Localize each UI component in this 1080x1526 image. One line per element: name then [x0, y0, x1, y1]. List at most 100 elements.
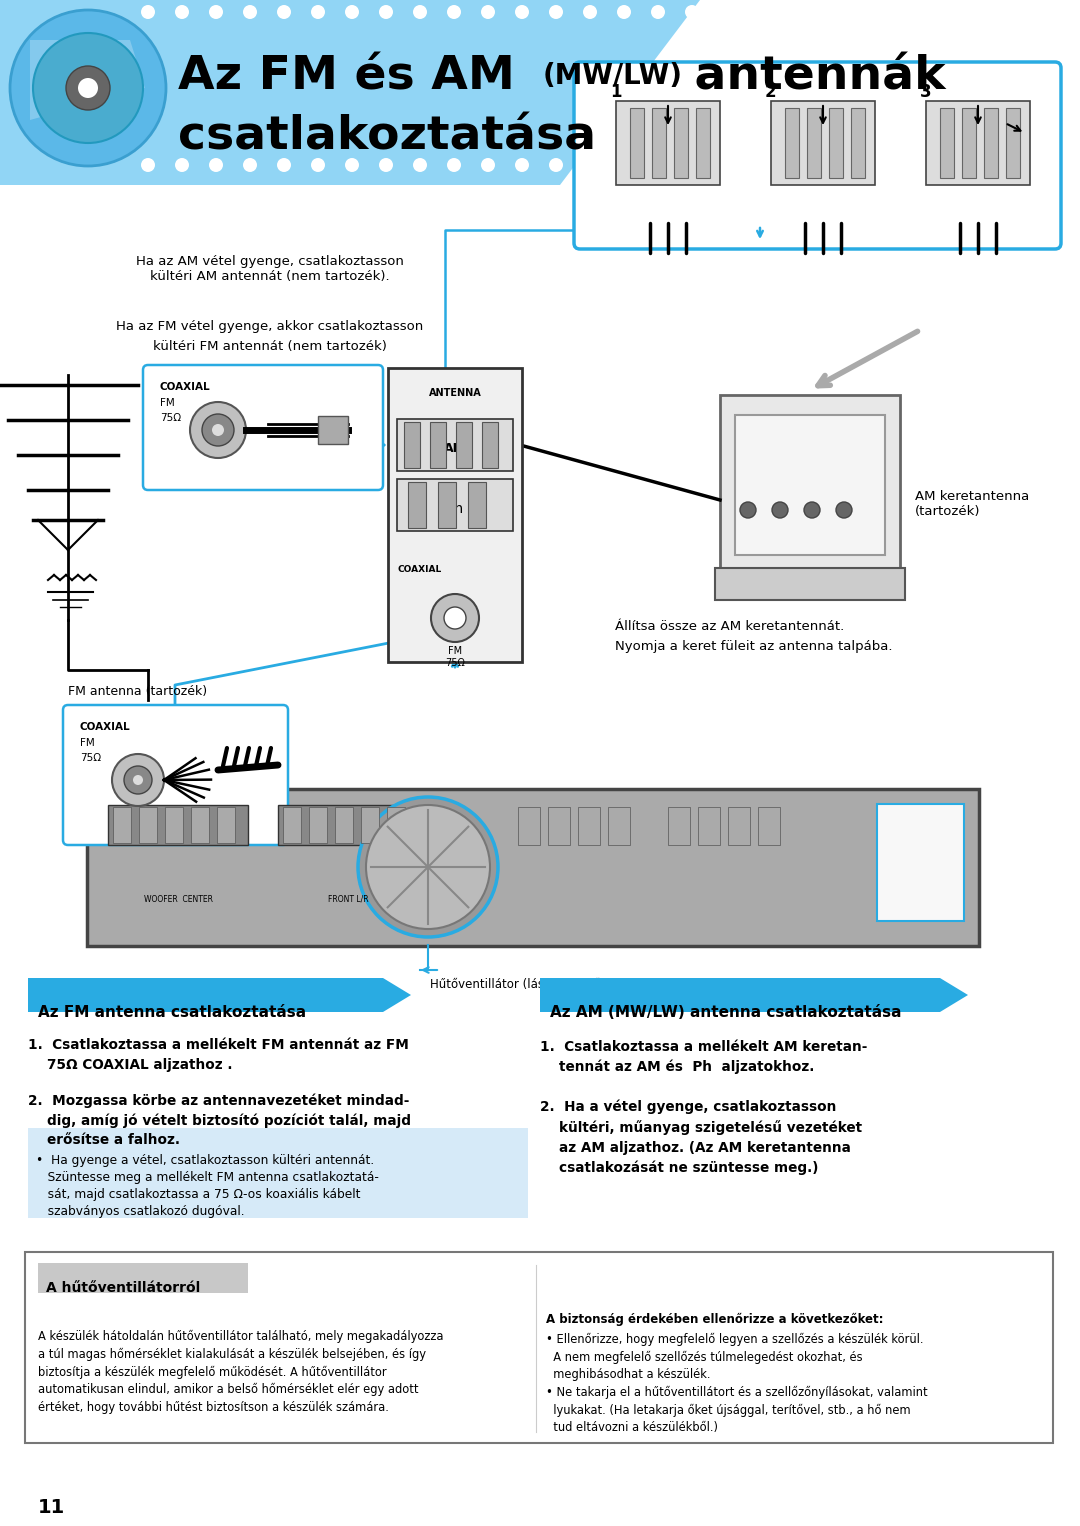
Text: Ha az AM vétel gyenge, csatlakoztasson
kültéri AM antennát (nem tartozék).: Ha az AM vétel gyenge, csatlakoztasson k… [136, 255, 404, 282]
Text: 75Ω: 75Ω [445, 658, 464, 668]
Text: A biztonság érdekében ellenőrizze a következőket:: A biztonság érdekében ellenőrizze a köve… [546, 1312, 883, 1326]
Text: FM antenna (tartozék): FM antenna (tartozék) [68, 685, 207, 697]
Circle shape [10, 11, 166, 166]
Circle shape [617, 5, 631, 18]
FancyBboxPatch shape [926, 101, 1030, 185]
Circle shape [740, 502, 756, 517]
Text: Ρh: Ρh [446, 502, 463, 516]
Bar [785, 108, 799, 179]
Bar [456, 423, 472, 468]
Text: 2.  Ha a vétel gyenge, csatlakoztasson
    kültéri, műanyag szigetelésű vezetéke: 2. Ha a vétel gyenge, csatlakoztasson kü… [540, 1100, 862, 1175]
Circle shape [515, 159, 529, 172]
FancyBboxPatch shape [63, 705, 288, 845]
Text: A hűtőventillátorról: A hűtőventillátorról [46, 1280, 200, 1296]
Text: 3: 3 [920, 82, 932, 101]
Bar [540, 978, 940, 1012]
Polygon shape [30, 40, 145, 121]
Circle shape [836, 502, 852, 517]
Bar [139, 807, 157, 842]
Bar [318, 417, 348, 444]
Bar [283, 807, 301, 842]
Bar [278, 806, 418, 845]
Circle shape [444, 607, 465, 629]
FancyBboxPatch shape [397, 420, 513, 472]
Text: 1: 1 [610, 82, 621, 101]
Text: Az FM antenna csatlakoztatása: Az FM antenna csatlakoztatása [38, 1006, 306, 1019]
Circle shape [431, 594, 480, 642]
Text: COAXIAL: COAXIAL [80, 722, 131, 732]
Bar [404, 423, 420, 468]
FancyBboxPatch shape [87, 789, 978, 946]
Circle shape [583, 5, 597, 18]
Circle shape [685, 159, 699, 172]
Text: COAXIAL: COAXIAL [160, 382, 211, 392]
Circle shape [243, 5, 257, 18]
FancyBboxPatch shape [397, 479, 513, 531]
Bar [715, 568, 905, 600]
Bar [28, 1128, 528, 1218]
FancyBboxPatch shape [877, 804, 964, 922]
Bar [984, 108, 998, 179]
Circle shape [617, 159, 631, 172]
Bar [518, 807, 540, 845]
Bar [408, 482, 426, 528]
Text: Hűtőventillátor (lásd „A hűtőventillátorról” című fejezetet): Hűtőventillátor (lásd „A hűtőventillátor… [430, 978, 775, 992]
Circle shape [141, 159, 156, 172]
Circle shape [366, 806, 490, 929]
Text: • Ellenőrizze, hogy megfelelő legyen a szellőzés a készülék körül.
  A nem megfe: • Ellenőrizze, hogy megfelelő legyen a s… [546, 1334, 928, 1434]
Circle shape [141, 5, 156, 18]
Circle shape [345, 5, 359, 18]
Circle shape [190, 401, 246, 458]
Circle shape [311, 5, 325, 18]
Bar [28, 978, 383, 1012]
Bar [217, 807, 235, 842]
Circle shape [175, 5, 189, 18]
FancyBboxPatch shape [771, 101, 875, 185]
Circle shape [33, 34, 143, 143]
Text: AM: AM [444, 443, 465, 455]
Text: 11: 11 [38, 1499, 65, 1517]
Bar [758, 807, 780, 845]
Text: Nyomja a keret füleit az antenna talpába.: Nyomja a keret füleit az antenna talpába… [615, 639, 892, 653]
Circle shape [345, 159, 359, 172]
Circle shape [549, 5, 563, 18]
FancyBboxPatch shape [573, 63, 1061, 249]
Bar [829, 108, 843, 179]
Circle shape [202, 414, 234, 446]
Bar [807, 108, 821, 179]
Circle shape [804, 502, 820, 517]
Bar [735, 415, 885, 555]
Bar [851, 108, 865, 179]
Text: Az AM (MW/LW) antenna csatlakoztatása: Az AM (MW/LW) antenna csatlakoztatása [550, 1006, 902, 1019]
Circle shape [651, 159, 665, 172]
Circle shape [583, 159, 597, 172]
Text: kültéri FM antennát (nem tartozék): kültéri FM antennát (nem tartozék) [153, 340, 387, 353]
Bar [674, 108, 688, 179]
Circle shape [311, 159, 325, 172]
Text: 75Ω: 75Ω [80, 752, 102, 763]
Circle shape [447, 159, 461, 172]
Circle shape [133, 775, 143, 784]
Text: Állítsa össze az AM keretantennát.: Állítsa össze az AM keretantennát. [615, 620, 845, 633]
Text: WOOFER  CENTER: WOOFER CENTER [144, 896, 213, 903]
Circle shape [112, 754, 164, 806]
Circle shape [379, 159, 393, 172]
Text: A készülék hátoldalán hűtőventillátor található, mely megakadályozza
a túl magas: A készülék hátoldalán hűtőventillátor ta… [38, 1331, 444, 1413]
Polygon shape [940, 978, 968, 1012]
Circle shape [66, 66, 110, 110]
Bar [482, 423, 498, 468]
Bar [468, 482, 486, 528]
Text: 1.  Csatlakoztassa a mellékelt AM keretan-
    tennát az AM és  Ρh  aljzatokhoz.: 1. Csatlakoztassa a mellékelt AM keretan… [540, 1041, 867, 1074]
Circle shape [210, 159, 222, 172]
Circle shape [276, 5, 291, 18]
Circle shape [212, 424, 224, 436]
FancyBboxPatch shape [143, 365, 383, 490]
Circle shape [276, 159, 291, 172]
Text: (MW/LW): (MW/LW) [543, 63, 683, 90]
Bar [698, 807, 720, 845]
Text: 75Ω: 75Ω [160, 414, 181, 423]
Circle shape [413, 159, 427, 172]
Circle shape [651, 5, 665, 18]
Text: 2: 2 [765, 82, 777, 101]
Text: csatlakoztatása: csatlakoztatása [178, 114, 596, 160]
